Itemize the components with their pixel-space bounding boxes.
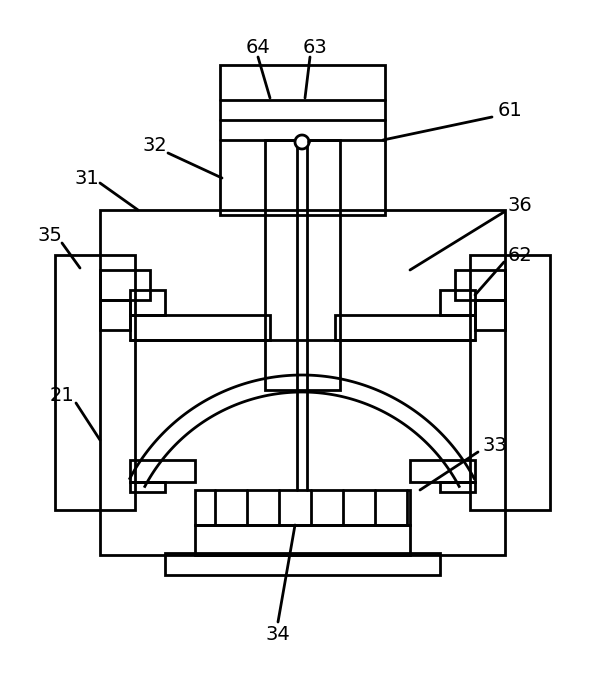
Text: 62: 62 (508, 245, 532, 265)
Text: 36: 36 (508, 196, 532, 214)
Bar (100, 300, 130, 330)
Bar (410, 460, 475, 482)
Bar (130, 290, 165, 315)
Bar (265, 140, 340, 390)
Bar (440, 482, 475, 492)
Bar (130, 460, 195, 482)
Text: 61: 61 (498, 100, 522, 120)
Bar (130, 482, 165, 492)
Text: 32: 32 (143, 135, 168, 155)
Text: 63: 63 (302, 37, 327, 57)
Polygon shape (295, 135, 309, 149)
Bar (455, 270, 505, 300)
Bar (470, 255, 550, 510)
Text: 34: 34 (266, 625, 290, 645)
Bar (335, 315, 475, 340)
Bar (55, 255, 135, 510)
Bar (100, 210, 505, 555)
Bar (195, 525, 410, 555)
Bar (195, 490, 410, 525)
Bar (475, 300, 505, 330)
Text: 21: 21 (50, 386, 74, 404)
Text: 64: 64 (246, 37, 270, 57)
Bar (130, 315, 270, 340)
Bar (440, 290, 475, 315)
Text: 33: 33 (483, 435, 508, 455)
Bar (165, 553, 440, 575)
Bar (220, 65, 385, 215)
Text: 31: 31 (74, 169, 99, 187)
Bar (100, 270, 150, 300)
Text: 35: 35 (38, 225, 62, 245)
